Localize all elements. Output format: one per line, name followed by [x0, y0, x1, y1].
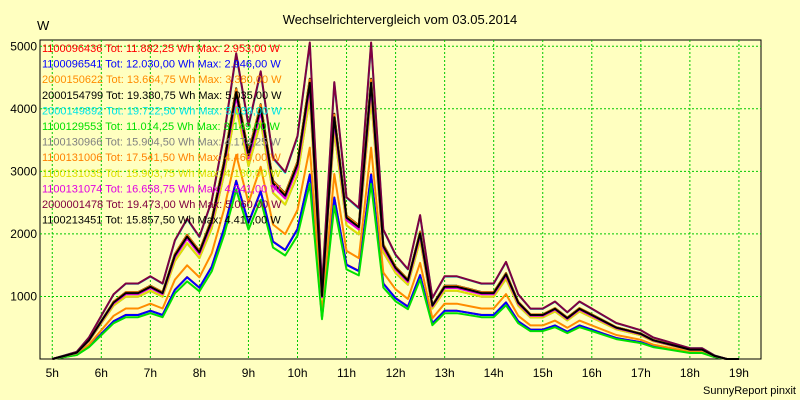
grid-lines	[40, 40, 761, 359]
x-tick-label: 17h	[631, 366, 651, 380]
legend-entry-6: 1100129553 Tot: 11.014,25 Wh Max: 3.149,…	[42, 121, 281, 133]
x-tick-label: 13h	[435, 366, 455, 380]
legend-entry-3: 2000150622 Tot: 13.664,75 Wh Max: 3.380,…	[42, 74, 282, 86]
legend-entry-4: 2000154799 Tot: 19.380,75 Wh Max: 5.035,…	[42, 90, 282, 102]
y-tick-label: 2000	[10, 227, 37, 241]
x-tick-label: 7h	[144, 366, 157, 380]
x-axis-ticks: 5h 6h 7h 8h 9h 10h 11h 12h 13h 14h 15h 16h 17h 18h 19h	[46, 366, 749, 380]
x-tick-label: 8h	[193, 366, 206, 380]
x-tick-label: 6h	[95, 366, 108, 380]
series-line-6	[52, 182, 739, 360]
x-tick-label: 9h	[242, 366, 255, 380]
legend-entry-11: 2000001478 Tot: 19.473,00 Wh Max: 5.060,…	[42, 199, 282, 211]
y-tick-label: 1000	[10, 289, 37, 303]
x-tick-label: 12h	[386, 366, 406, 380]
legend: 1100096436 Tot: 11.882,25 Wh Max: 2.953,…	[42, 43, 282, 227]
y-axis-ticks: 1000 2000 3000 4000 5000	[10, 39, 37, 303]
x-tick-label: 5h	[46, 366, 59, 380]
legend-entry-5: 2000149892 Tot: 19.722,50 Wh Max: 5.039,…	[42, 105, 282, 117]
footer-credit: SunnyReport pinxit	[703, 385, 796, 397]
legend-entry-1: 1100096436 Tot: 11.882,25 Wh Max: 2.953,…	[42, 43, 281, 55]
series-lines	[52, 41, 739, 360]
legend-entry-2: 1100096541 Tot: 12.030,00 Wh Max: 2.946,…	[42, 59, 281, 71]
x-tick-label: 16h	[582, 366, 602, 380]
chart-title: Wechselrichtervergleich vom 03.05.2014	[283, 12, 518, 27]
y-tick-label: 5000	[10, 39, 37, 53]
x-tick-label: 11h	[337, 366, 356, 380]
series-line-3	[52, 146, 739, 360]
x-tick-label: 18h	[680, 366, 700, 380]
legend-entry-8: 1100131006 Tot: 17.541,50 Wh Max: 4.468,…	[42, 152, 281, 164]
x-tick-label: 14h	[484, 366, 504, 380]
y-tick-label: 4000	[10, 102, 37, 116]
x-tick-label: 19h	[729, 366, 749, 380]
y-axis-label: W	[37, 18, 50, 33]
x-tick-label: 15h	[533, 366, 553, 380]
legend-entry-7: 1100130966 Tot: 15.904,50 Wh Max: 4.174,…	[42, 137, 281, 149]
y-tick-label: 3000	[10, 164, 37, 178]
legend-entry-9: 1100131035 Tot: 15.903,75 Wh Max: 4.180,…	[42, 168, 281, 180]
x-tick-label: 10h	[287, 366, 307, 380]
legend-entry-10: 1100131074 Tot: 16.658,75 Wh Max: 4.341,…	[42, 183, 281, 195]
series-line-12	[52, 81, 739, 360]
series-line-11	[52, 41, 739, 360]
legend-entry-12: 1100213451 Tot: 15.857,50 Wh Max: 4.417,…	[42, 215, 281, 227]
